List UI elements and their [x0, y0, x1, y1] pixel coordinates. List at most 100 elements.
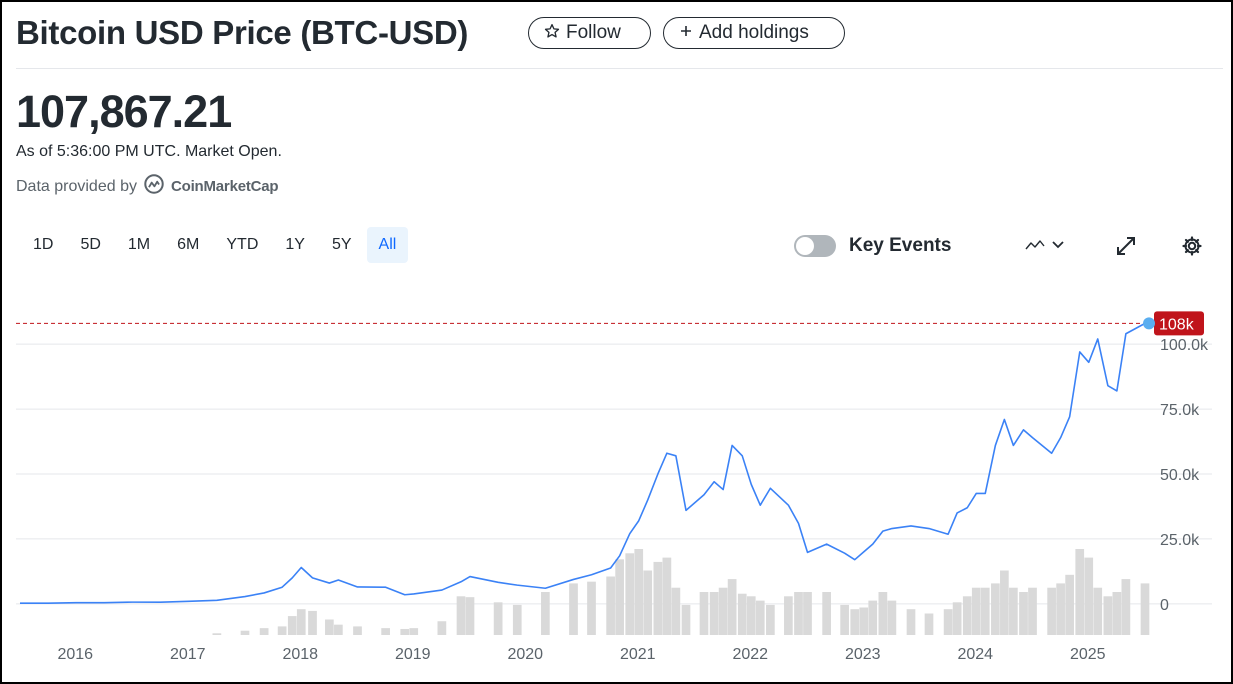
volume-bar — [766, 604, 775, 635]
volume-bar — [493, 602, 503, 635]
volume-bar — [653, 561, 663, 635]
x-tick-label: 2020 — [507, 646, 543, 663]
range-1y[interactable]: 1Y — [285, 236, 305, 253]
price-line[interactable] — [19, 322, 1146, 604]
volume-bar — [1103, 596, 1113, 635]
expand-icon — [1114, 237, 1138, 262]
volume-bar — [456, 596, 466, 635]
volume-bar — [850, 609, 860, 635]
volume-bar — [296, 609, 306, 635]
volume-bar — [1065, 574, 1074, 635]
x-tick-label: 2021 — [620, 646, 656, 663]
provider-name[interactable]: CoinMarketCap — [170, 178, 279, 195]
volume-bar — [625, 553, 635, 635]
add-holdings-label: Add holdings — [699, 22, 809, 43]
range-selector: 1D 5D 1M 6M YTD 1Y 5Y All — [21, 227, 409, 263]
volume-bar — [822, 592, 831, 635]
volume-bar — [887, 600, 897, 635]
volume-bar — [1056, 583, 1065, 635]
volume-bar — [409, 628, 419, 635]
key-events-toggle[interactable] — [794, 235, 836, 257]
range-1d[interactable]: 1D — [33, 236, 54, 253]
volume-bar — [1084, 557, 1094, 635]
gear-icon — [1180, 236, 1204, 262]
chart-type-dropdown[interactable] — [1024, 234, 1066, 261]
volume-bar — [308, 610, 317, 635]
volume-bar — [569, 583, 578, 635]
y-tick-label: 25.0k — [1160, 532, 1200, 549]
volume-bar — [353, 626, 362, 635]
volume-bar — [671, 587, 681, 635]
volume-bar — [465, 597, 475, 635]
volume-bar — [980, 587, 990, 635]
volume-bar — [784, 596, 793, 635]
y-tick-label: 50.0k — [1160, 467, 1200, 484]
volume-bar — [277, 626, 287, 635]
volume-bar — [1112, 592, 1122, 635]
volume-bar — [287, 616, 297, 635]
range-6m[interactable]: 6M — [177, 236, 200, 253]
range-ytd[interactable]: YTD — [226, 236, 259, 253]
volume-bar — [662, 557, 672, 635]
volume-bar — [325, 619, 334, 635]
volume-bar — [587, 581, 596, 635]
volume-bar — [943, 609, 953, 635]
price-chart[interactable]: 0 25.0k 50.0k 75.0k 100.0k 108k 2016 2017 2018 20… — [2, 292, 1231, 682]
current-price-badge — [1154, 311, 1204, 336]
volume-bar — [1019, 592, 1028, 635]
volume-bar — [615, 559, 624, 635]
range-all[interactable]: All — [366, 227, 409, 263]
current-price: 107,867.21 — [16, 86, 232, 137]
volume-bar — [212, 633, 222, 635]
volume-bar — [512, 604, 522, 635]
volume-bar — [643, 570, 653, 635]
volume-bar — [868, 600, 878, 635]
y-tick-label: 75.0k — [1160, 402, 1200, 419]
volume-bar — [803, 592, 812, 635]
volume-bar — [1121, 579, 1131, 635]
volume-bar — [1009, 587, 1018, 635]
volume-bar — [746, 596, 756, 635]
volume-bar — [794, 592, 803, 635]
volume-bar — [906, 609, 916, 635]
key-events-toggle-group: Key Events — [794, 235, 951, 257]
page-title: Bitcoin USD Price (BTC-USD) — [16, 14, 469, 51]
volume-bar — [859, 607, 869, 635]
volume-bar — [1075, 549, 1085, 635]
follow-button[interactable]: Follow — [528, 17, 651, 49]
range-1m[interactable]: 1M — [127, 236, 151, 253]
volume-bar — [699, 592, 709, 635]
y-tick-label: 100.0k — [1160, 337, 1209, 354]
x-tick-label: 2024 — [957, 646, 993, 663]
volume-bar — [737, 593, 747, 635]
follow-label: Follow — [566, 22, 621, 43]
y-tick-label: 0 — [1160, 597, 1169, 614]
volume-bar — [1047, 587, 1056, 635]
volume-bar — [952, 602, 962, 635]
volume-bar — [1140, 583, 1150, 635]
range-5d[interactable]: 5D — [80, 236, 101, 253]
volume-bar — [334, 624, 343, 635]
x-tick-label: 2016 — [57, 646, 93, 663]
star-icon — [544, 23, 560, 43]
volume-bar — [718, 587, 728, 635]
volume-bar — [1093, 587, 1103, 635]
x-tick-label: 2025 — [1070, 646, 1106, 663]
plus-icon — [679, 24, 693, 42]
range-5y[interactable]: 5Y — [331, 236, 352, 253]
fullscreen-button[interactable] — [1114, 234, 1138, 263]
volume-bar — [259, 628, 269, 635]
x-tick-label: 2022 — [732, 646, 768, 663]
coinmarketcap-logo — [143, 173, 165, 200]
settings-button[interactable] — [1180, 234, 1204, 263]
volume-bar — [606, 576, 615, 635]
x-tick-label: 2023 — [845, 646, 881, 663]
current-price-dot — [1143, 317, 1155, 330]
x-tick-label: 2019 — [395, 646, 431, 663]
line-chart-icon — [1024, 240, 1050, 260]
add-holdings-button[interactable]: Add holdings — [663, 17, 845, 49]
toggle-knob — [796, 237, 814, 255]
chevron-down-icon — [1050, 241, 1066, 260]
volume-bar — [755, 600, 765, 635]
provider-prefix: Data provided by — [16, 177, 137, 195]
